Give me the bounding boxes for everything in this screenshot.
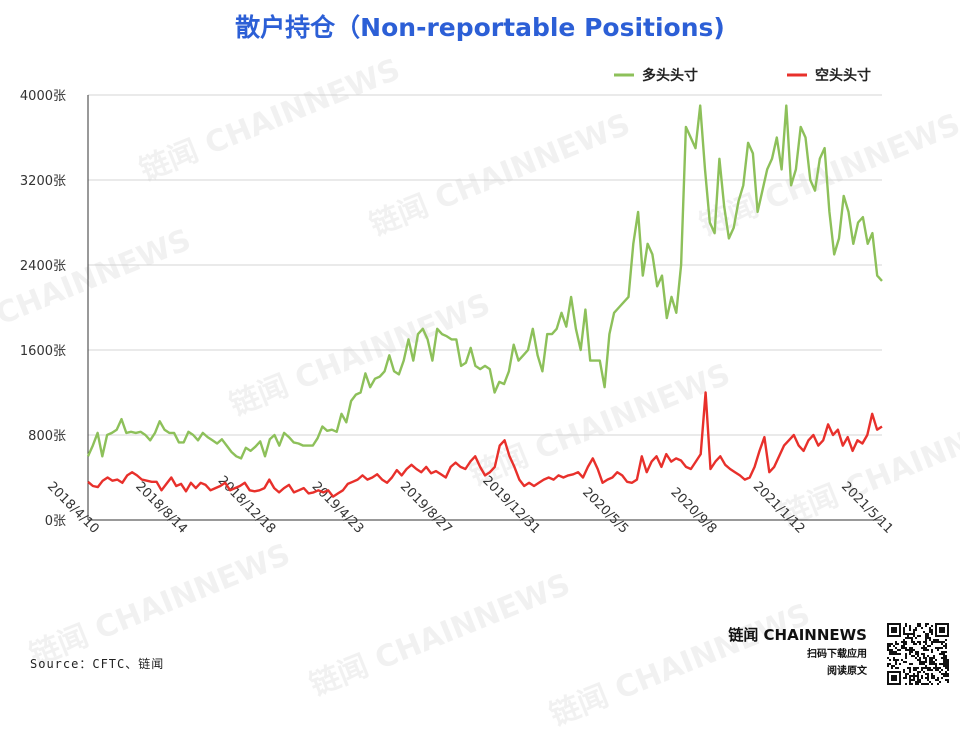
- source-note: Source：CFTC、链闻: [30, 657, 165, 671]
- series-lines: [86, 104, 883, 498]
- y-tick-label: 0张: [45, 514, 66, 529]
- series-line-long: [86, 104, 883, 460]
- qr-code-icon: [885, 621, 951, 687]
- series-line-short: [87, 391, 883, 498]
- x-tick-label: 2019/4/23: [309, 479, 367, 537]
- chart-title: 散户持仓（Non-reportable Positions): [235, 13, 725, 42]
- y-tick-label: 4000张: [20, 89, 66, 104]
- legend-label: 多头头寸: [642, 67, 698, 84]
- x-tick-label: 2019/8/27: [397, 479, 455, 537]
- x-tick-label: 2021/5/11: [838, 479, 896, 537]
- x-tick-label: 2020/9/8: [667, 485, 719, 537]
- y-tick-label: 800张: [28, 429, 66, 444]
- y-tick-label: 1600张: [20, 344, 66, 359]
- legend-label: 空头头寸: [815, 67, 871, 84]
- brand-line-download: 扫码下载应用: [807, 649, 867, 660]
- y-tick-label: 2400张: [20, 259, 66, 274]
- legend: 多头头寸 空头头寸: [614, 67, 871, 84]
- grid-lines: [87, 94, 882, 521]
- line-chart: 0张 800张 1600张 2400张 3200张 4000张 2018/4/10 2018…: [20, 67, 896, 537]
- y-tick-label: 3200张: [20, 174, 66, 189]
- brand-line-read: 阅读原文: [827, 666, 867, 677]
- x-tick-label: 2019/12/31: [479, 473, 543, 537]
- brand-name: 链闻 CHAINNEWS: [728, 626, 867, 644]
- brand-block: 链闻 CHAINNEWS 扫码下载应用 阅读原文: [727, 624, 867, 679]
- x-tick-label: 2021/1/12: [750, 479, 808, 537]
- x-axis-ticks: 2018/4/10 2018/8/14 2018/12/18 2019/4/23 201…: [44, 473, 896, 537]
- y-axis-ticks: 0张 800张 1600张 2400张 3200张 4000张: [20, 89, 66, 529]
- x-tick-label: 2020/5/5: [579, 485, 631, 537]
